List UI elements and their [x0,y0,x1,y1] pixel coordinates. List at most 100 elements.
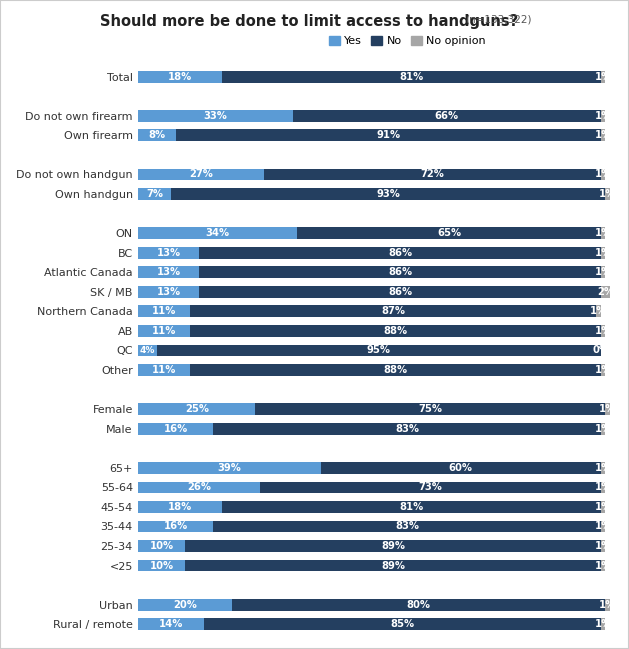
Text: 39%: 39% [218,463,242,473]
Text: 13%: 13% [157,248,181,258]
Bar [596,306,601,317]
Text: 75%: 75% [418,404,442,414]
Text: 1%: 1% [599,189,616,199]
Bar [292,110,601,121]
Bar [255,403,606,415]
Text: 2%: 2% [597,287,614,297]
Text: 89%: 89% [381,541,405,551]
Bar [138,462,321,474]
Text: 73%: 73% [418,482,442,493]
Bar [601,520,606,532]
Text: 83%: 83% [395,522,419,532]
Text: 1%: 1% [594,111,612,121]
Text: 0%: 0% [593,345,610,356]
Text: 18%: 18% [169,71,192,82]
Bar [138,345,157,356]
Text: 11%: 11% [152,365,176,375]
Bar [601,559,606,572]
Bar [138,364,190,376]
Text: 86%: 86% [388,287,412,297]
Text: 88%: 88% [383,326,408,336]
Text: 85%: 85% [390,619,415,630]
Text: 86%: 86% [388,267,412,277]
Legend: Yes, No, No opinion: Yes, No, No opinion [326,33,488,48]
Bar [138,325,190,337]
Text: 1%: 1% [594,541,612,551]
Text: 20%: 20% [173,600,197,609]
Bar [138,618,204,630]
Bar [321,462,601,474]
Bar [138,599,232,611]
Bar [601,129,606,141]
Text: 1%: 1% [594,502,612,512]
Bar [601,325,606,337]
Text: 93%: 93% [376,189,400,199]
Text: (n=133,322): (n=133,322) [465,14,532,24]
Bar [223,501,601,513]
Bar [601,618,606,630]
Bar [138,403,255,415]
Bar [213,520,601,532]
Bar [199,266,601,278]
Bar [260,482,601,493]
Bar [138,482,260,493]
Text: 13%: 13% [157,287,181,297]
Bar [232,599,606,611]
Text: 1%: 1% [594,561,612,570]
Bar [138,520,213,532]
Bar [138,227,297,239]
Text: 1%: 1% [594,71,612,82]
Bar [204,618,601,630]
Text: 1%: 1% [594,619,612,630]
Text: 14%: 14% [159,619,183,630]
Bar [138,266,199,278]
Bar [138,129,175,141]
Text: 86%: 86% [388,248,412,258]
Bar [138,188,171,200]
Bar [601,364,606,376]
Bar [138,306,190,317]
Text: 1%: 1% [594,326,612,336]
Bar [157,345,601,356]
Bar [171,188,606,200]
Text: 1%: 1% [594,130,612,140]
Bar [606,599,610,611]
Text: 89%: 89% [381,561,405,570]
Bar [601,540,606,552]
Text: 26%: 26% [187,482,211,493]
Bar [138,501,223,513]
Text: 13%: 13% [157,267,181,277]
Bar [601,286,610,298]
Bar [190,306,596,317]
Bar [223,71,601,82]
Text: 1%: 1% [599,600,616,609]
Bar [601,482,606,493]
Text: 34%: 34% [206,228,230,238]
Bar [199,247,601,258]
Text: 87%: 87% [381,306,405,316]
Text: 91%: 91% [376,130,400,140]
Bar [138,247,199,258]
Text: 10%: 10% [150,561,174,570]
Text: 81%: 81% [399,71,424,82]
Bar [601,227,606,239]
Text: 10%: 10% [150,541,174,551]
Bar [138,286,199,298]
Text: 83%: 83% [395,424,419,434]
Text: 8%: 8% [148,130,165,140]
Text: 1%: 1% [594,267,612,277]
Bar [138,423,213,435]
Text: 4%: 4% [140,346,155,355]
Text: 95%: 95% [367,345,391,356]
Bar [190,325,601,337]
Bar [190,364,601,376]
Bar [601,501,606,513]
Bar [138,540,185,552]
Bar [138,110,292,121]
Bar [601,71,606,82]
Text: 1%: 1% [594,482,612,493]
Bar [213,423,601,435]
Text: 80%: 80% [406,600,431,609]
Text: 1%: 1% [594,424,612,434]
Bar [199,286,601,298]
